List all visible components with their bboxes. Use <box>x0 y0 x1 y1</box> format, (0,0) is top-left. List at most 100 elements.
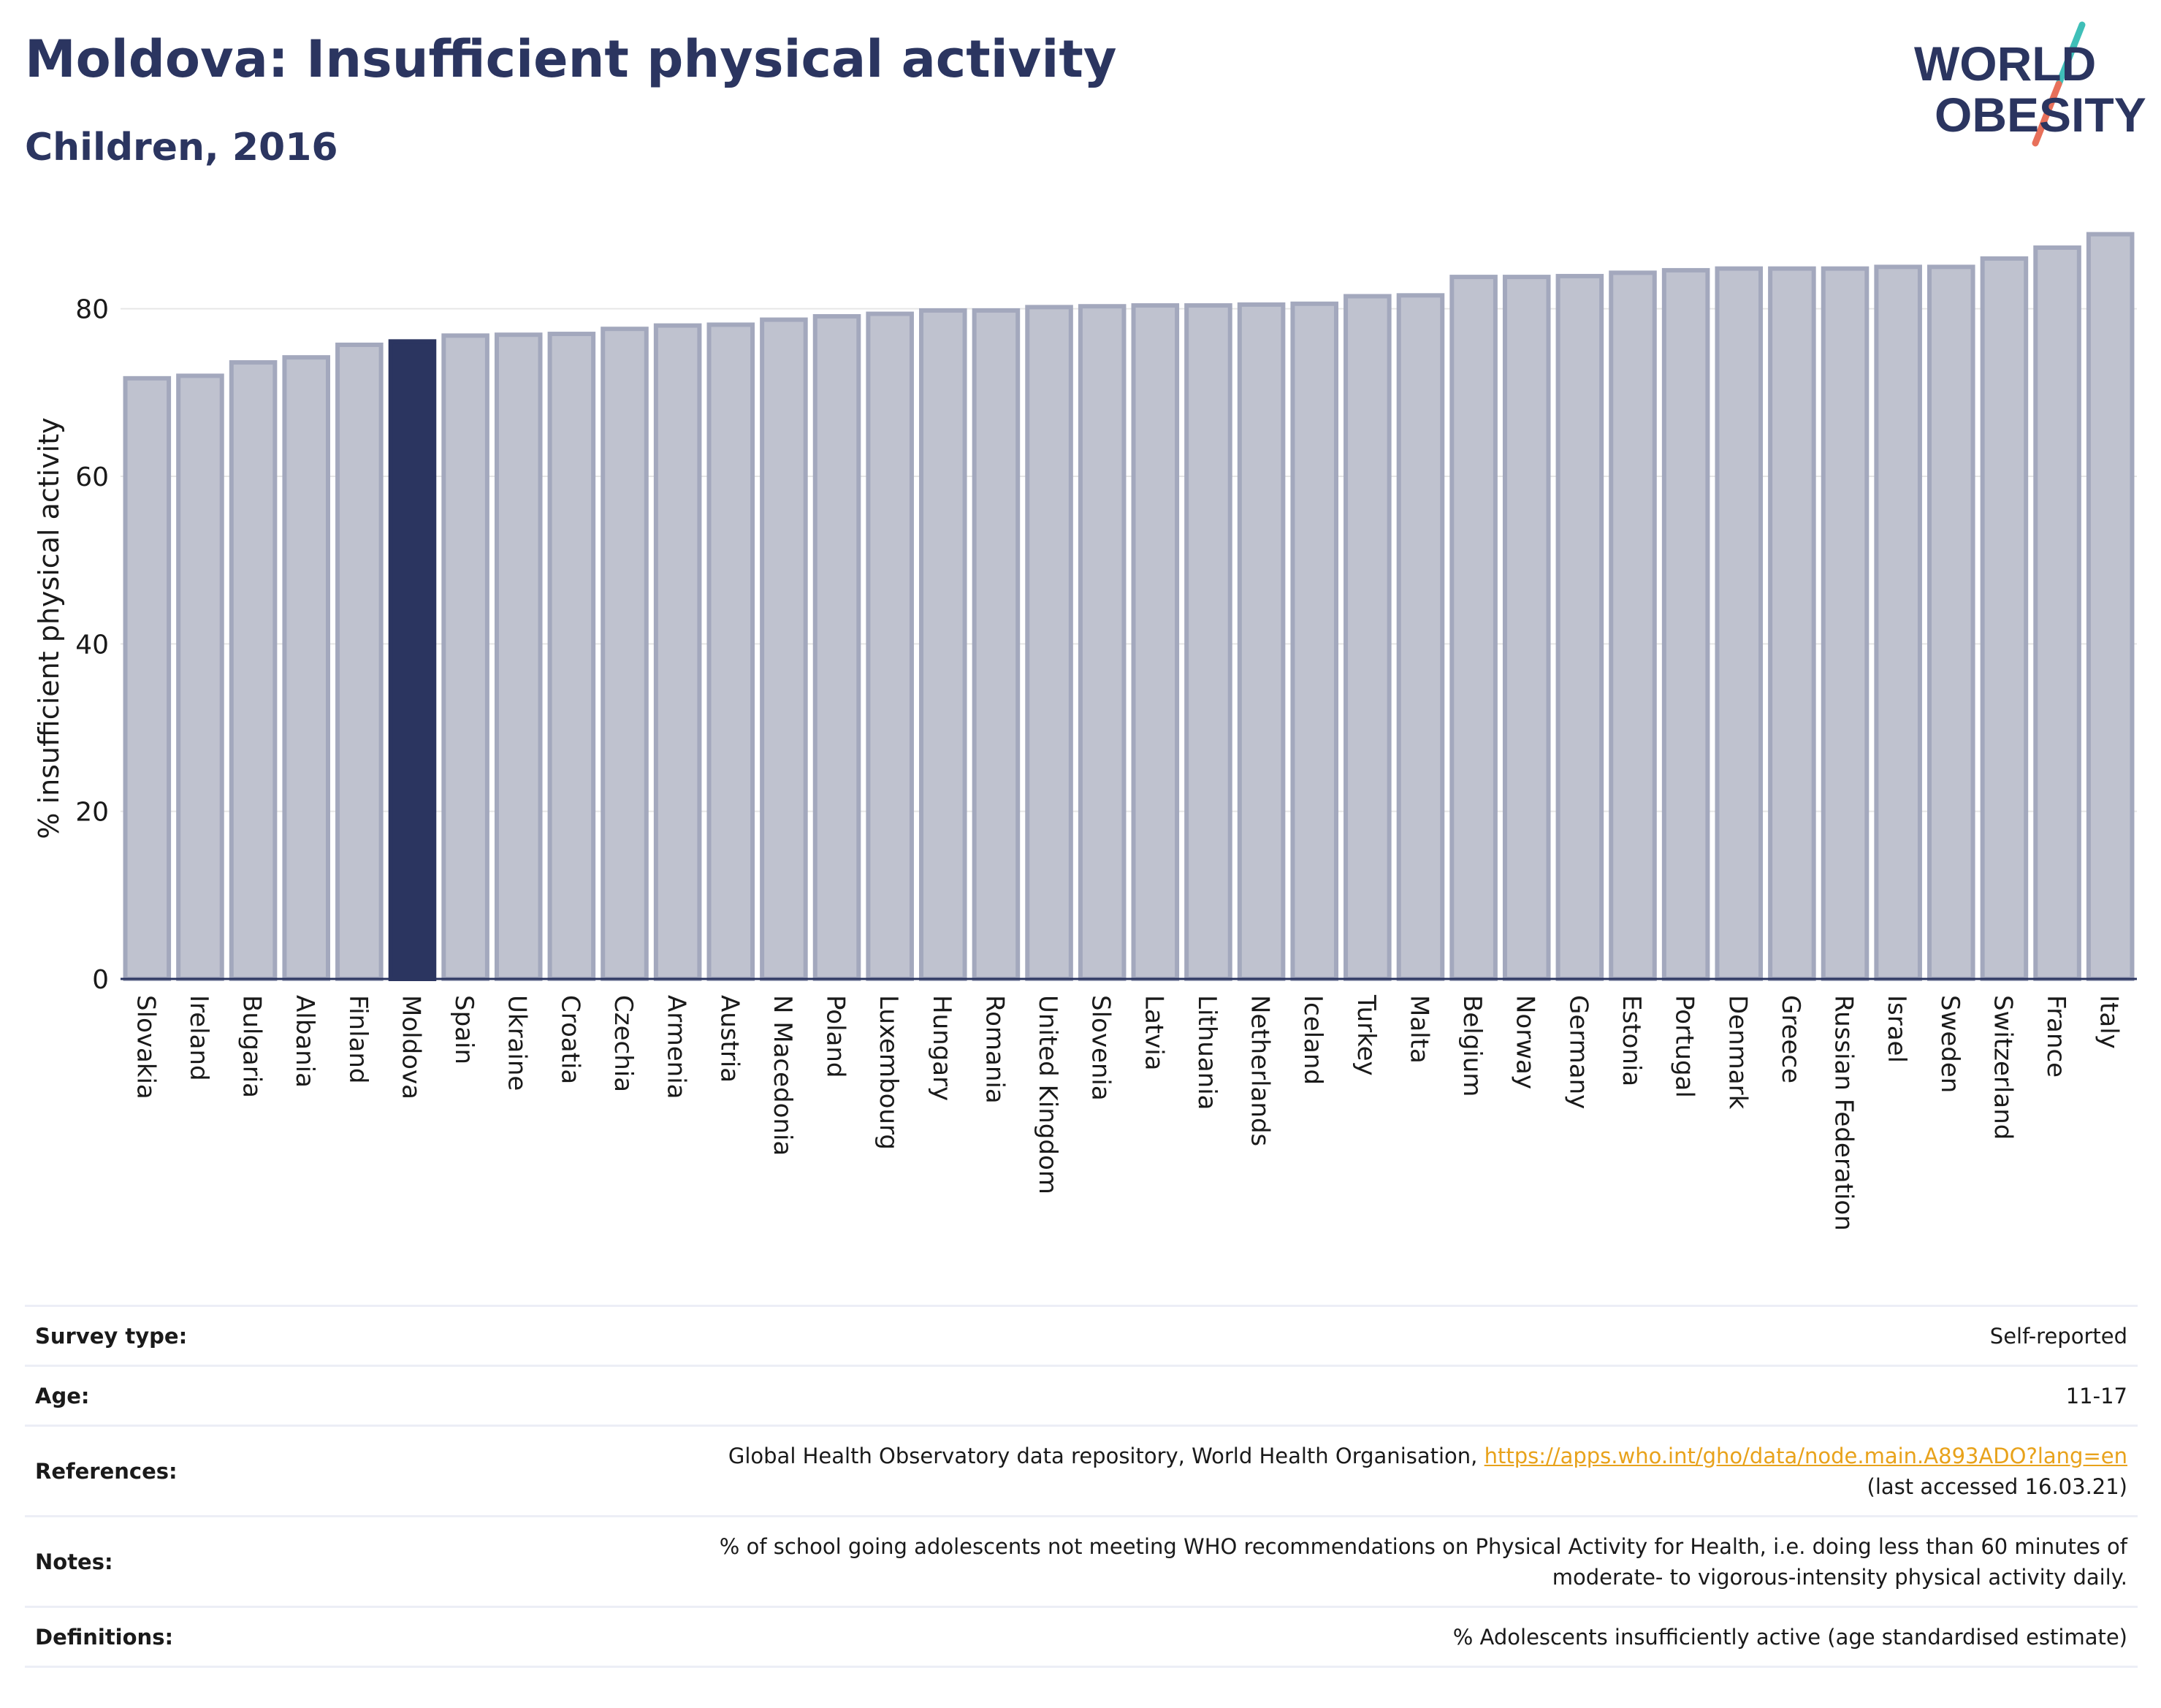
y-tick-label: 60 <box>75 462 109 492</box>
x-tick-label: Armenia <box>662 995 691 1099</box>
x-tick-label: Latvia <box>1139 995 1168 1071</box>
notes-label: Notes: <box>35 1549 113 1574</box>
logo-line2: OBESITY <box>1935 88 2146 142</box>
x-tick-label: Austria <box>714 995 744 1083</box>
survey-type-value: Self-reported <box>1989 1323 2127 1349</box>
y-tick-label: 0 <box>92 965 109 995</box>
x-tick-label: Ukraine <box>503 995 532 1091</box>
bar-sweden <box>1927 264 1975 982</box>
info-table: Survey type: Self-reported Age: 11-17 Re… <box>25 1305 2138 1668</box>
bar-moldova <box>388 339 437 981</box>
references-accessed: (last accessed 16.03.21) <box>1867 1473 2127 1499</box>
y-tick-label: 20 <box>75 798 109 828</box>
x-tick-label: Slovakia <box>131 995 160 1099</box>
bar-norway <box>1502 275 1551 981</box>
bar-luxembourg <box>866 311 914 981</box>
notes-text: % of school going adolescents not meetin… <box>719 1533 2127 1559</box>
bar-poland <box>812 313 861 981</box>
bar-czechia <box>601 327 649 982</box>
x-tick-label: Finland <box>343 995 373 1084</box>
logo-slash-top <box>2055 21 2086 88</box>
x-tick-label: Spain <box>449 995 479 1064</box>
y-tick-label: 80 <box>75 295 109 325</box>
bar-netherlands <box>1237 302 1286 981</box>
bar-austria <box>706 322 755 982</box>
x-tick-label: Czechia <box>609 995 638 1092</box>
bar-estonia <box>1609 270 1657 981</box>
x-tick-label: Ireland <box>184 995 213 1081</box>
bar-denmark <box>1715 266 1764 982</box>
logo-slash-bottom <box>2032 80 2062 147</box>
bar-italy <box>2086 232 2135 981</box>
bar-france <box>2033 245 2081 981</box>
x-tick-label: Iceland <box>1298 995 1327 1085</box>
references-link[interactable]: https://apps.who.int/gho/data/node.main.… <box>1484 1443 2127 1468</box>
x-tick-label: Albania <box>290 995 319 1088</box>
x-tick-label: Bulgaria <box>237 995 267 1098</box>
survey-type-label: Survey type: <box>35 1323 188 1349</box>
x-tick-label: Netherlands <box>1246 995 1275 1146</box>
y-axis-label: % insufficient physical activity <box>33 417 65 839</box>
bar-russian-federation <box>1821 266 1870 982</box>
x-tick-label: Israel <box>1882 995 1911 1063</box>
y-tick-label: 40 <box>75 630 109 660</box>
bar-switzerland <box>1980 256 2029 982</box>
bar-germany <box>1555 273 1604 981</box>
x-tick-label: Croatia <box>555 995 584 1084</box>
x-tick-label: Moldova <box>396 995 425 1099</box>
x-tick-label: Germany <box>1563 995 1593 1109</box>
age-value: 11-17 <box>2065 1383 2127 1408</box>
bar-n-macedonia <box>760 317 808 982</box>
x-tick-label: Luxembourg <box>874 995 903 1150</box>
bar-finland <box>335 342 384 981</box>
bar-united-kingdom <box>1025 305 1073 981</box>
info-row-age: Age: 11-17 <box>25 1365 2138 1426</box>
bar-croatia <box>547 332 596 982</box>
x-tick-label: Sweden <box>1935 995 1964 1093</box>
bar-israel <box>1874 264 1922 982</box>
bar-spain <box>441 333 489 981</box>
x-tick-label: Romania <box>980 995 1009 1104</box>
bar-portugal <box>1661 267 1710 982</box>
x-tick-label: Hungary <box>927 995 956 1101</box>
bar-latvia <box>1131 303 1180 981</box>
x-tick-labels: Slovakia Ireland Bulgaria Albania Finland Mol… <box>131 994 2123 1231</box>
x-tick-label: Malta <box>1404 995 1433 1064</box>
info-row-notes: Notes: % of school going adolescents not… <box>25 1516 2138 1607</box>
bar-ireland <box>176 373 224 981</box>
x-tick-label: Russian Federation <box>1829 995 1859 1231</box>
x-tick-label: Slovenia <box>1086 995 1116 1101</box>
bar-lithuania <box>1184 303 1232 981</box>
references-text: Global Health Observatory data repositor… <box>728 1443 1478 1468</box>
bar-bulgaria <box>229 360 278 981</box>
bar-greece <box>1768 266 1816 982</box>
x-tick-label: Lithuania <box>1192 995 1221 1110</box>
bar-iceland <box>1290 301 1338 981</box>
x-tick-label: Switzerland <box>1988 995 2017 1140</box>
x-tick-label: N Macedonia <box>768 995 797 1156</box>
x-tick-label: Norway <box>1511 995 1540 1089</box>
x-tick-label: Poland <box>821 995 850 1078</box>
chart-title: Moldova: Insufficient physical activity <box>25 29 1117 89</box>
world-obesity-logo: WORLD OBESITY <box>1914 21 2146 147</box>
info-row-survey-type: Survey type: Self-reported <box>25 1305 2138 1366</box>
x-tick-label: Belgium <box>1457 995 1487 1097</box>
definitions-label: Definitions: <box>35 1624 174 1650</box>
x-tick-label: Italy <box>2095 995 2124 1049</box>
age-label: Age: <box>35 1383 90 1408</box>
bars <box>123 232 2135 982</box>
bar-armenia <box>653 323 702 982</box>
y-tick-labels: 0 20 40 60 80 <box>75 295 109 995</box>
chart-subtitle: Children, 2016 <box>25 126 338 169</box>
references-label: References: <box>35 1458 178 1484</box>
info-row-definitions: Definitions: % Adolescents insufficientl… <box>25 1606 2138 1667</box>
bar-chart: 0 20 40 60 80 Slovakia Ireland Bulgaria Albania… <box>33 232 2137 1231</box>
x-tick-label: Turkey <box>1352 994 1381 1076</box>
definitions-value: % Adolescents insufficiently active (age… <box>1452 1624 2127 1650</box>
bar-malta <box>1396 293 1445 981</box>
info-row-references: References: Global Health Observatory da… <box>25 1425 2138 1517</box>
bar-hungary <box>919 308 967 981</box>
bar-belgium <box>1449 275 1498 981</box>
references-value: Global Health Observatory data repositor… <box>381 1426 2138 1517</box>
x-tick-label: Portugal <box>1670 995 1699 1098</box>
